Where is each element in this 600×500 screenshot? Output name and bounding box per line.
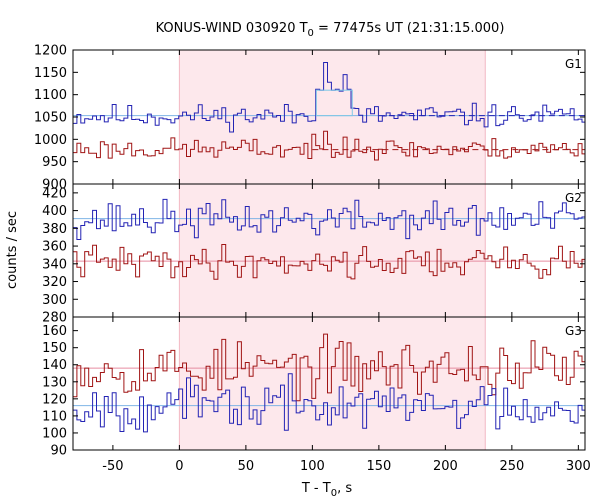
panel-plot-area	[73, 62, 585, 161]
burst-interval-shading	[179, 50, 486, 184]
y-tick-label: 1100	[34, 88, 67, 103]
y-tick-label: 1200	[34, 44, 67, 59]
panel-g3: 90 100 110 120 130 140 150 160 G3	[42, 316, 586, 459]
y-tick-label: 380	[42, 222, 67, 237]
series-blue-g3	[73, 373, 585, 433]
burst-interval-shading	[179, 317, 486, 450]
x-tick-label: 150	[366, 459, 391, 474]
y-tick-label: 280	[42, 311, 67, 326]
y-axis-title: counts / sec	[5, 211, 20, 289]
y-tick-label: 1000	[34, 133, 67, 148]
series-red-g1	[73, 130, 585, 161]
x-tick-label: 200	[433, 459, 458, 474]
panel-frame	[72, 316, 586, 451]
y-tick-label: 160	[42, 324, 67, 339]
y-tick-label: 150	[42, 341, 67, 356]
y-tick-label: 140	[42, 358, 67, 373]
panels-container: 90095010001050110011501200G1280300320340…	[34, 44, 591, 475]
y-tick-label: 130	[42, 375, 67, 390]
y-tick-label: 340	[42, 257, 67, 272]
y-tick-label: 110	[42, 409, 67, 424]
y-tick-label: 1050	[34, 111, 67, 126]
x-axis-labels: -50 0 50 100 150 200 250 300	[102, 459, 590, 474]
excess-box	[315, 89, 353, 117]
x-tick-label: -50	[102, 459, 123, 474]
panel-g1: 900 950 1000 1050 1100 1150 1200 G1	[34, 44, 586, 193]
y-tick-label: 100	[42, 426, 67, 441]
panel-label-g2: G2	[565, 191, 582, 205]
x-tick-label: 300	[566, 459, 591, 474]
y-tick-label: 900	[42, 178, 67, 193]
y-tick-label: 360	[42, 240, 67, 255]
y-tick-label: 320	[42, 275, 67, 290]
panel-plot-area	[73, 333, 585, 433]
x-tick-label: 250	[499, 459, 524, 474]
y-tick-label: 300	[42, 293, 67, 308]
x-tick-label: 50	[238, 459, 255, 474]
panel-label-g1: G1	[565, 57, 582, 71]
y-tick-label: 120	[42, 392, 67, 407]
series-blue-g2	[73, 198, 585, 240]
panel-plot-area	[73, 198, 585, 280]
y-tick-label: 90	[50, 444, 67, 459]
y-tick-label: 420	[42, 186, 67, 201]
panel-g2: 280 300 320 340 360 380 400 420 G2	[42, 183, 586, 326]
y-tick-label: 400	[42, 204, 67, 219]
x-tick-label: 0	[175, 459, 183, 474]
x-tick-label: 100	[300, 459, 325, 474]
y-tick-label: 1150	[34, 66, 67, 81]
series-red-g3	[73, 333, 585, 402]
x-axis-title: T - T0, s	[301, 481, 352, 499]
panel-label-g3: G3	[565, 324, 582, 338]
chart-title: KONUS-WIND 030920 T0 = 77475s UT (21:31:…	[156, 21, 505, 39]
series-blue-g1	[73, 62, 585, 133]
y-tick-label: 950	[42, 155, 67, 170]
burst-interval-shading	[179, 184, 486, 317]
series-red-g2	[73, 244, 585, 280]
